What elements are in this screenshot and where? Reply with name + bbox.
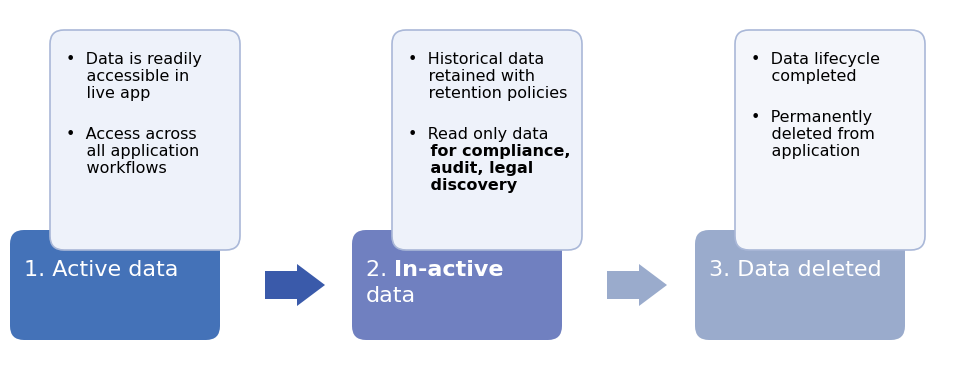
Text: •  Access across: • Access across: [66, 127, 197, 142]
Text: audit, legal: audit, legal: [408, 161, 533, 176]
Polygon shape: [265, 264, 325, 306]
Text: completed: completed: [751, 69, 857, 84]
Text: •  Read only data: • Read only data: [408, 127, 549, 142]
FancyBboxPatch shape: [695, 230, 905, 340]
Polygon shape: [607, 264, 667, 306]
Text: retained with: retained with: [408, 69, 535, 84]
FancyBboxPatch shape: [392, 30, 582, 250]
Text: 3. Data deleted: 3. Data deleted: [709, 260, 881, 280]
Text: application: application: [751, 144, 860, 159]
Text: workflows: workflows: [66, 161, 167, 176]
Text: accessible in: accessible in: [66, 69, 189, 84]
Text: retention policies: retention policies: [408, 86, 567, 101]
Text: all application: all application: [66, 144, 199, 159]
Text: discovery: discovery: [408, 178, 517, 193]
Text: for compliance,: for compliance,: [408, 144, 570, 159]
Text: •  Historical data: • Historical data: [408, 52, 544, 67]
Text: •  Data lifecycle: • Data lifecycle: [751, 52, 880, 67]
FancyBboxPatch shape: [50, 30, 240, 250]
Text: deleted from: deleted from: [751, 127, 875, 142]
Text: In-active: In-active: [394, 260, 503, 280]
FancyBboxPatch shape: [735, 30, 925, 250]
Text: live app: live app: [66, 86, 150, 101]
FancyBboxPatch shape: [352, 230, 562, 340]
Text: 2.: 2.: [366, 260, 394, 280]
Text: 1. Active data: 1. Active data: [24, 260, 178, 280]
Text: •  Permanently: • Permanently: [751, 110, 872, 125]
FancyBboxPatch shape: [10, 230, 220, 340]
Text: data: data: [366, 286, 416, 306]
Text: •  Data is readily: • Data is readily: [66, 52, 202, 67]
